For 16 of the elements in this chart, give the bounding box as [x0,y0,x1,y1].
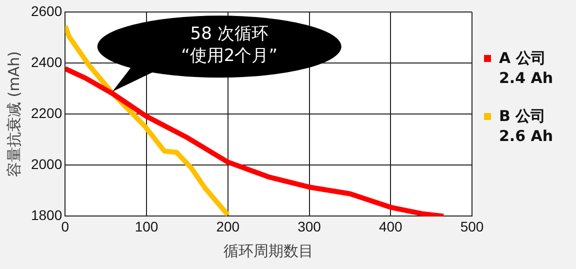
x-tick-label: 200 [216,218,240,234]
y-tick-label: 2000 [30,156,62,172]
y-tick-label: 2200 [30,104,62,121]
y-tick-label: 1800 [30,207,62,224]
annotation: 58 次循环 “使用2个月” [180,22,279,67]
legend-label: B 公司 2.6 Ah [499,106,554,146]
x-tick-label: 0 [61,218,70,234]
legend-label: A 公司 2.4 Ah [499,48,554,88]
x-tick-label: 500 [460,218,484,234]
y-axis-title: 容量抗衰减 (mAh) [4,51,23,178]
y-tick-label: 2600 [30,2,62,19]
x-tick-label: 300 [298,218,322,234]
x-axis-title: 循环周期数目 [224,242,314,260]
y-tick-label: 2400 [30,54,62,70]
x-tick-label: 100 [134,218,158,234]
x-tick-label: 400 [378,218,403,234]
